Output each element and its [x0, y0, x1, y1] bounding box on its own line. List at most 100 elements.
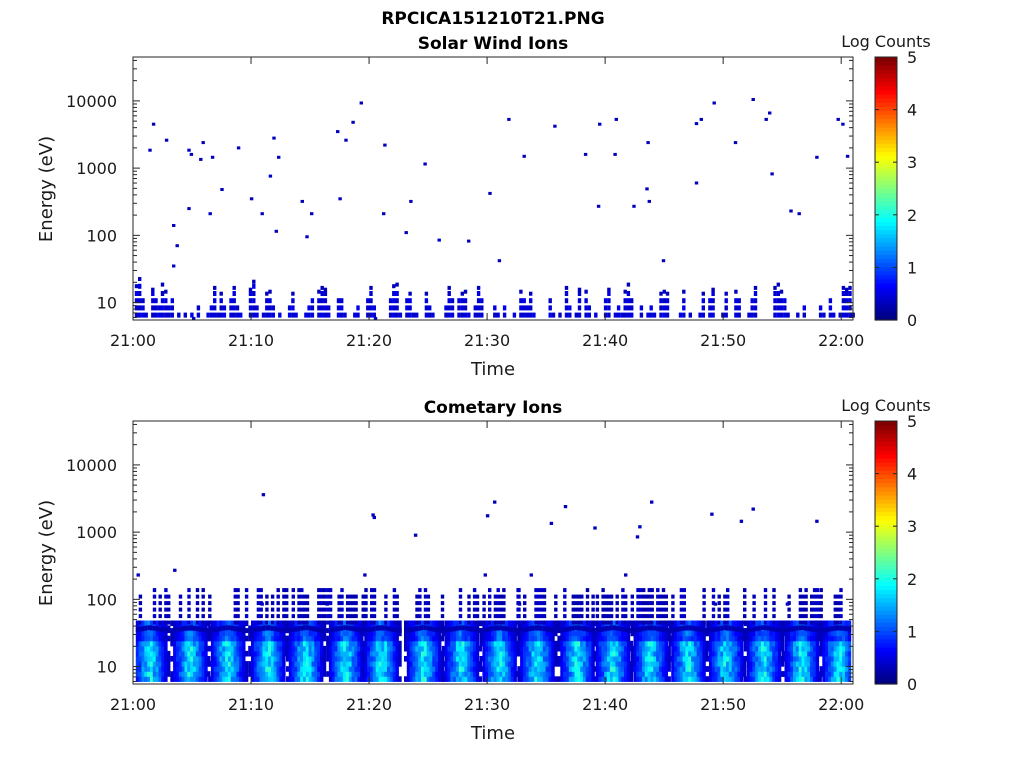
data-cell: [607, 645, 611, 652]
data-cell: [190, 625, 194, 631]
data-cell: [308, 661, 312, 667]
data-cell: [381, 650, 385, 657]
data-cell: [699, 661, 703, 667]
data-cell: [251, 635, 255, 642]
data-cell: [364, 594, 368, 599]
data-cell: [652, 312, 657, 318]
data-cell: [845, 661, 849, 667]
data-cell: [364, 627, 368, 633]
data-cell: [366, 312, 370, 318]
data-cell: [647, 588, 651, 593]
data-cell: [525, 666, 530, 672]
data-cell: [711, 650, 716, 657]
data-cell: [173, 630, 177, 637]
data-cell: [671, 635, 675, 642]
data-cell: [802, 305, 806, 311]
data-cell: [345, 666, 350, 672]
data-cell: [588, 650, 592, 657]
data-cell: [447, 291, 451, 296]
data-cell: [621, 640, 625, 647]
data-cell: [763, 614, 768, 619]
data-cell: [378, 676, 382, 682]
data-cell: [288, 666, 293, 672]
data-cell: [768, 111, 772, 115]
data-cell: [505, 661, 509, 667]
data-cell: [294, 645, 298, 652]
data-cell: [426, 607, 431, 612]
data-cell: [170, 305, 174, 311]
data-cell: [370, 588, 374, 593]
data-cell: [502, 656, 506, 662]
data-cell: [384, 640, 388, 647]
data-cell: [354, 650, 358, 657]
data-cell: [322, 635, 327, 642]
data-cell: [178, 666, 183, 672]
data-cell: [320, 661, 324, 667]
data-cell: [392, 656, 397, 662]
data-cell: [387, 630, 391, 637]
data-cell: [493, 656, 498, 662]
data-cell: [331, 630, 336, 637]
data-cell: [679, 671, 684, 677]
data-cell: [828, 671, 832, 677]
solar-wind-plot-frame: [132, 56, 854, 321]
data-cell: [421, 650, 425, 657]
data-cell: [423, 594, 428, 599]
data-cell: [505, 656, 509, 662]
data-cell: [389, 676, 394, 682]
data-cell: [711, 627, 716, 633]
data-cell: [345, 625, 350, 631]
data-cell: [418, 635, 422, 642]
data-cell: [534, 620, 538, 625]
data-cell: [554, 594, 558, 599]
data-cell: [517, 620, 521, 625]
data-cell: [387, 650, 391, 657]
data-cell: [354, 607, 358, 612]
data-cell: [210, 666, 215, 672]
data-cell: [190, 635, 194, 642]
data-cell: [577, 640, 581, 647]
data-cell: [615, 640, 619, 647]
data-cell: [138, 607, 143, 612]
data-cell: [378, 635, 382, 642]
data-cell: [505, 635, 509, 642]
data-cell: [773, 312, 777, 318]
data-cell: [345, 661, 350, 667]
data-cell: [236, 645, 240, 652]
data-cell: [455, 656, 460, 662]
data-cell: [178, 635, 183, 642]
data-cell: [276, 601, 280, 606]
data-cell: [470, 620, 474, 627]
data-cell: [195, 630, 200, 637]
data-cell: [688, 645, 692, 652]
data-cell: [510, 620, 515, 627]
data-cell: [438, 650, 442, 657]
data-cell: [588, 666, 592, 672]
data-cell: [305, 635, 310, 642]
data-cell: [331, 627, 336, 633]
data-cell: [444, 640, 448, 647]
data-cell: [644, 607, 649, 612]
data-cell: [810, 661, 814, 667]
data-cell: [534, 588, 538, 593]
data-cell: [777, 650, 782, 657]
data-cell: [724, 298, 728, 304]
data-cell: [262, 625, 266, 631]
data-cell: [787, 656, 791, 662]
data-cell: [152, 625, 157, 631]
data-cell: [398, 640, 402, 647]
data-cell: [279, 620, 283, 627]
data-cell: [709, 640, 713, 647]
data-cell: [537, 661, 541, 667]
data-cell: [828, 630, 832, 637]
data-cell: [294, 626, 298, 632]
data-cell: [763, 671, 768, 677]
data-cell: [510, 661, 515, 667]
data-cell: [717, 635, 721, 642]
data-cell: [370, 635, 374, 642]
data-cell: [239, 640, 243, 647]
data-cell: [734, 620, 738, 627]
data-cell: [467, 239, 471, 243]
data-cell: [549, 521, 554, 525]
data-cell: [176, 676, 180, 682]
